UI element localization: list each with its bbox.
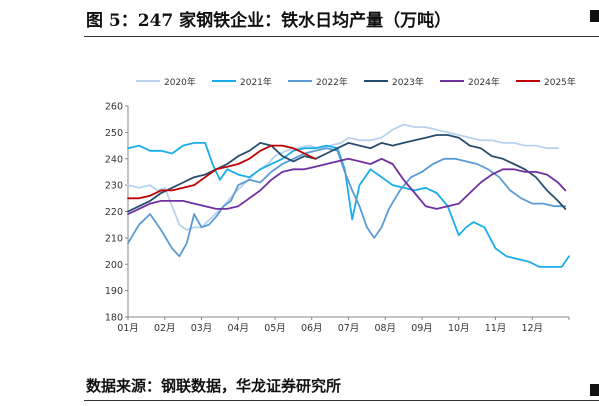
legend-label-4: 2024年 xyxy=(468,76,500,88)
source-note: 数据来源：钢联数据，华龙证券研究所 xyxy=(86,377,342,395)
y-tick-label-6: 240 xyxy=(105,154,123,165)
y-tick-label-1: 190 xyxy=(105,286,123,297)
series-line-1 xyxy=(127,142,570,268)
x-tick-label-3: 04月 xyxy=(227,323,249,334)
x-tick-label-11: 12月 xyxy=(521,323,543,334)
line-chart: 2020年 2021年 2022年 2023年 2024年 2025年 180 190 200 2… xyxy=(105,76,576,334)
x-tick-label-10: 11月 xyxy=(485,323,507,334)
y-tick-label-3: 210 xyxy=(105,233,123,244)
clipped-adjacent-text xyxy=(590,10,599,22)
series-line-2 xyxy=(127,147,567,258)
legend-label-2: 2022年 xyxy=(316,76,348,88)
x-tick-label-5: 06月 xyxy=(301,323,323,334)
clipped-adjacent-text-bottom xyxy=(590,384,599,396)
chart-area: 2020年 2021年 2022年 2023年 2024年 2025年 180 190 200 2… xyxy=(84,40,599,368)
series-line-4 xyxy=(127,157,567,216)
y-tick-label-8: 260 xyxy=(105,102,123,113)
bottom-divider xyxy=(84,400,599,401)
legend-label-3: 2023年 xyxy=(392,76,424,88)
x-tick-label-0: 01月 xyxy=(117,323,139,334)
x-tick-label-1: 02月 xyxy=(154,323,176,334)
y-tick-label-4: 220 xyxy=(105,207,123,218)
x-tick-label-9: 10月 xyxy=(448,323,470,334)
x-tick-label-4: 05月 xyxy=(264,323,286,334)
y-tick-label-2: 200 xyxy=(105,260,123,271)
x-tick-label-6: 07月 xyxy=(338,323,360,334)
legend-label-0: 2020年 xyxy=(164,76,196,88)
x-tick-label-7: 08月 xyxy=(374,323,396,334)
figure-title: 图 5：247 家钢铁企业：铁水日均产量（万吨） xyxy=(86,11,452,31)
y-tick-label-0: 180 xyxy=(105,313,123,324)
series-line-5 xyxy=(127,144,317,200)
x-tick-label-8: 09月 xyxy=(411,323,433,334)
legend-label-5: 2025年 xyxy=(544,76,576,88)
x-tick-label-2: 03月 xyxy=(191,323,213,334)
top-divider xyxy=(84,36,599,37)
y-tick-label-5: 230 xyxy=(105,181,123,192)
legend-label-1: 2021年 xyxy=(240,76,272,88)
series-line-3 xyxy=(127,134,567,213)
y-tick-label-7: 250 xyxy=(105,128,123,139)
